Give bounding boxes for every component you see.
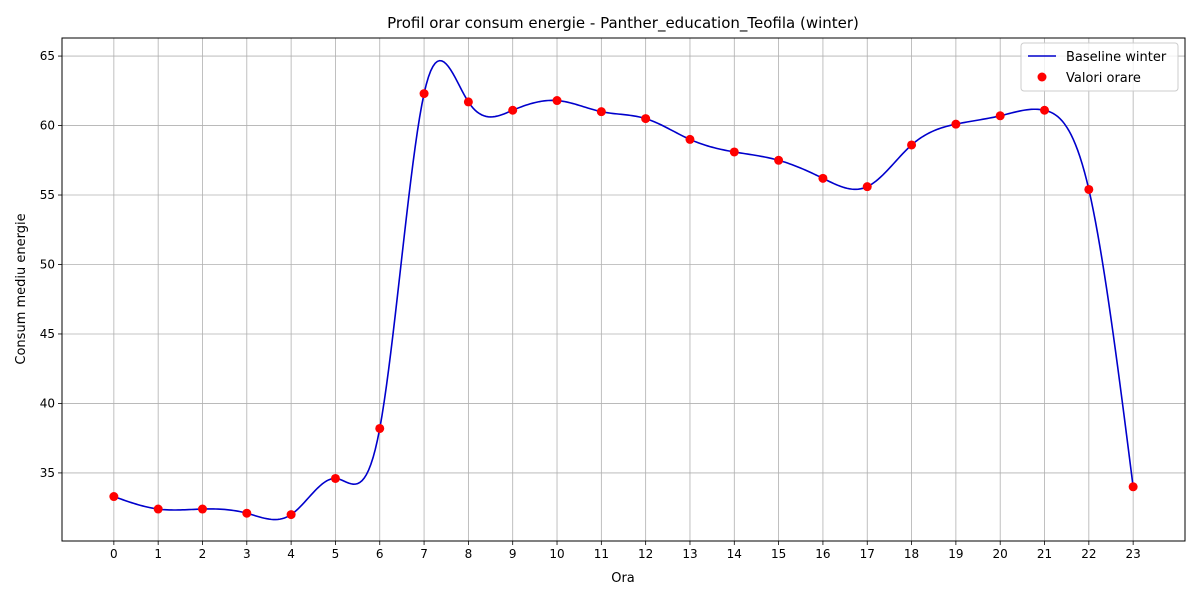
x-tick-label: 15: [771, 547, 786, 561]
y-tick-label: 35: [40, 466, 55, 480]
plot-frame: [61, 37, 1186, 542]
hourly-value-point: [242, 508, 252, 518]
hourly-value-point: [1040, 105, 1050, 115]
x-tick-label: 10: [549, 547, 564, 561]
x-tick-label: 6: [376, 547, 384, 561]
y-axis-ticks: 35 40 45 50 55 60 65: [40, 49, 62, 480]
y-tick-label: 60: [40, 119, 55, 133]
legend-entry-baseline: Baseline winter: [1066, 50, 1167, 65]
hourly-value-point: [818, 173, 828, 183]
x-tick-label: 3: [243, 547, 251, 561]
hourly-value-point: [951, 119, 961, 129]
hourly-value-point: [641, 114, 651, 124]
y-tick-label: 50: [40, 257, 55, 271]
x-tick-label: 18: [904, 547, 919, 561]
x-tick-label: 20: [993, 547, 1008, 561]
x-axis-label: Ora: [611, 571, 635, 586]
y-tick-label: 40: [40, 396, 55, 410]
chart-title: Profil orar consum energie - Panther_edu…: [387, 14, 859, 33]
grid: [62, 38, 1185, 541]
hourly-value-point: [109, 492, 119, 502]
legend-marker-swatch: [1037, 72, 1047, 82]
x-tick-label: 4: [287, 547, 295, 561]
x-tick-label: 17: [860, 547, 875, 561]
hourly-value-point: [774, 155, 784, 165]
x-tick-label: 5: [332, 547, 340, 561]
x-tick-label: 1: [154, 547, 162, 561]
legend: Baseline winter Valori orare: [1020, 42, 1179, 92]
x-tick-label: 22: [1081, 547, 1096, 561]
y-axis-label: Consum mediu energie: [14, 213, 29, 364]
hourly-value-point: [552, 96, 562, 106]
hourly-value-point: [596, 107, 606, 117]
hourly-value-point: [197, 504, 207, 514]
x-tick-label: 16: [815, 547, 830, 561]
hourly-value-point: [375, 423, 385, 433]
x-tick-label: 13: [682, 547, 697, 561]
hourly-value-point: [729, 147, 739, 157]
baseline-winter-line: [113, 59, 1134, 521]
x-tick-label: 7: [420, 547, 428, 561]
x-tick-label: 12: [638, 547, 653, 561]
x-tick-label: 2: [199, 547, 207, 561]
plot-area: [109, 59, 1138, 521]
y-tick-label: 65: [40, 49, 55, 63]
x-tick-label: 8: [465, 547, 473, 561]
y-tick-label: 45: [40, 327, 55, 341]
x-tick-label: 0: [110, 547, 118, 561]
x-tick-label: 21: [1037, 547, 1052, 561]
hourly-value-point: [907, 140, 917, 150]
x-tick-label: 11: [594, 547, 609, 561]
hourly-value-point: [1084, 184, 1094, 194]
x-tick-label: 19: [948, 547, 963, 561]
x-tick-label: 14: [727, 547, 742, 561]
hourly-value-point: [995, 111, 1005, 121]
legend-entry-hourly: Valori orare: [1066, 71, 1141, 86]
hourly-value-point: [862, 182, 872, 192]
hourly-value-point: [286, 510, 296, 520]
y-tick-label: 55: [40, 188, 55, 202]
hourly-value-point: [685, 134, 695, 144]
hourly-value-point: [419, 89, 429, 99]
hourly-value-point: [330, 473, 340, 483]
hourly-value-point: [508, 105, 518, 115]
x-tick-label: 23: [1126, 547, 1141, 561]
legend-box: [1020, 42, 1179, 92]
x-tick-label: 9: [509, 547, 517, 561]
x-axis-ticks: 0 1 2 3 4 5 6 7 8 9 10 11 12 13 14 15 16 17 18 19 20 21 22 23: [110, 541, 1141, 561]
hourly-value-point: [463, 97, 473, 107]
hourly-value-point: [1128, 482, 1138, 492]
hourly-value-point: [153, 504, 163, 514]
